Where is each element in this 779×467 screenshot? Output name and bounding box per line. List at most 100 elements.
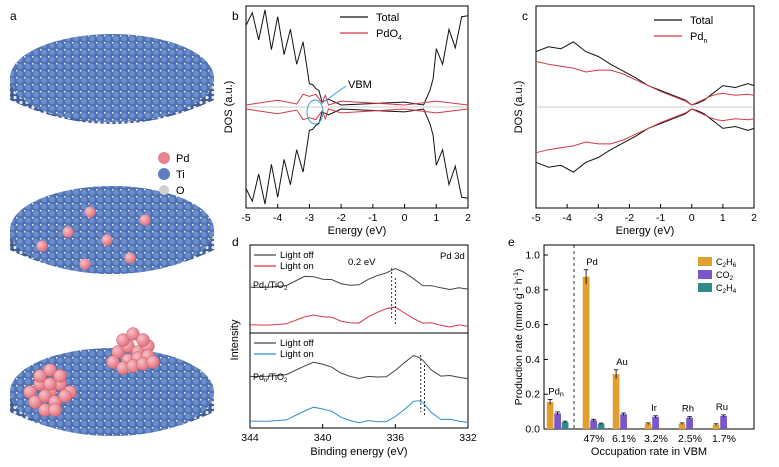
pd-atom [136, 333, 150, 347]
legend-pd-label: Pd [176, 153, 189, 165]
legend-label: CO2 [716, 270, 734, 282]
bar-c2h6 [644, 423, 652, 429]
legend-total-label: Total [690, 15, 713, 27]
pd-atom [126, 327, 140, 341]
plot-e-xlabel: Occupation rate in VBM [591, 446, 707, 458]
panel-e: e 0.00.20.40.60.81.047% 6.1% 3.2% 2.5% 1.7% … [508, 235, 755, 458]
dos-line-pdo4-spin-up [245, 93, 469, 106]
pd-atom [106, 355, 120, 369]
x-tick-label: 2.5% [678, 433, 702, 445]
y-tick-label: 0.8 [525, 284, 540, 296]
pd-atom [48, 403, 62, 417]
legend-swatch [698, 283, 712, 292]
pd-cluster-left [23, 363, 77, 417]
pd-atom [43, 377, 57, 391]
plot-d-frame [249, 244, 469, 429]
bar-c2h4 [561, 422, 569, 429]
x-tick-label: -5 [241, 212, 250, 224]
bar-c2h6 [678, 423, 686, 429]
dos-line-total-spin-down [535, 108, 755, 173]
sample-label-pdn: Pdn/TiO2 [253, 372, 288, 384]
pd-single-atom [36, 240, 48, 252]
y-tick-label: 1.0 [525, 250, 540, 262]
bar-co2 [686, 417, 693, 429]
plot-d-lower-legend: Light off Light on Pdn/TiO2 [253, 338, 314, 384]
plot-b-xlabel: Energy (eV) [328, 225, 387, 237]
panel-label-a: a [10, 9, 17, 23]
x-tick-label: 3.2% [644, 433, 668, 445]
legend-o-dot [159, 185, 169, 195]
x-tick-label: -3 [594, 212, 603, 224]
bar-co2 [652, 416, 659, 429]
category-label: Pd [586, 257, 598, 268]
x-tick-label: -3 [305, 212, 314, 224]
x-tick-label: 344 [241, 432, 259, 444]
xps-line-light-off [249, 355, 469, 380]
plot-b-ylabel: DOS (a.u.) [223, 81, 235, 134]
pd-single-atom [139, 214, 151, 226]
bar-c2h6 [612, 374, 620, 429]
plot-c-series [535, 41, 755, 173]
bar-co2 [554, 413, 561, 429]
x-tick-label: 340 [314, 432, 332, 444]
slab-2-top [10, 186, 214, 274]
pd-atom [116, 333, 130, 347]
plot-c-xlabel: Energy (eV) [616, 225, 675, 237]
category-label: Ru [716, 402, 728, 413]
pd-atom [53, 369, 67, 383]
plot-d-upper-legend: Light off Light on Pd1/TiO2 [253, 250, 314, 292]
plot-d-series [249, 267, 469, 424]
x-tick-label: -4 [273, 212, 282, 224]
legend-total-label: Total [376, 12, 399, 24]
panel-a: a Pd Ti O [10, 9, 214, 436]
panel-label-e: e [508, 235, 515, 249]
legend-swatch [698, 257, 712, 266]
x-tick-label: 1 [720, 212, 726, 224]
x-tick-label: 1.7% [712, 433, 736, 445]
slab-1 [10, 34, 214, 124]
pd-single-atom [124, 252, 136, 264]
plot-c-legend: Total Pdn [654, 15, 713, 45]
bar-co2 [720, 415, 727, 429]
plot-e-series: Pdn Pd Au Ir Rh Ru [546, 257, 728, 429]
y-tick-label: 0.0 [525, 424, 540, 436]
plot-b-axis: -5 -4 -3 -2 -1 0 1 2 [241, 204, 471, 224]
slab-3 [10, 327, 214, 436]
x-tick-label: 6.1% [612, 433, 636, 445]
plot-e-ylabel: Production rate (mmol g-1 h-1) [513, 269, 525, 406]
legend-pdn-label: Pdn [690, 31, 707, 45]
panel-label-c: c [522, 9, 528, 23]
x-tick-label: 332 [459, 432, 477, 444]
pd-single-atom [101, 234, 113, 246]
pd-atom [28, 395, 42, 409]
pd-cluster-right [106, 327, 160, 375]
plot-d-ylabel: Intensity [229, 319, 241, 360]
xps-line-light-off [249, 267, 469, 291]
category-label: Pdn [548, 386, 564, 398]
x-tick-label: 1 [433, 212, 439, 224]
x-tick-label: 336 [387, 432, 405, 444]
x-tick-label: -5 [531, 212, 540, 224]
plot-b-series [245, 9, 469, 205]
pd-atom [43, 363, 57, 377]
slab-2 [10, 186, 214, 274]
pd-atom [58, 389, 72, 403]
legend-pd-dot [158, 152, 170, 164]
panel-d: d 344 340 336 332 Binding energy (eV) Inten… [229, 235, 477, 458]
bar-c2h6 [582, 276, 590, 429]
x-tick-label: 0 [689, 212, 695, 224]
pd-single-atom [62, 226, 74, 238]
plot-d-xlabel: Binding energy (eV) [310, 446, 407, 458]
panel-label-d: d [232, 235, 239, 249]
pd3d-annotation: Pd 3d [440, 251, 465, 262]
x-tick-label: -2 [625, 212, 634, 224]
plot-d-axis: 344 340 336 332 [241, 424, 477, 444]
x-tick-label: 2 [751, 212, 757, 224]
xps-line-light-on [249, 400, 469, 424]
panel-c: c -5 -4 -3 -2 -1 0 1 2 Energy (eV) DOS (a.u.) T… [513, 5, 757, 237]
legend-light-off-label: Light off [280, 250, 314, 261]
category-label: Au [616, 357, 628, 368]
legend-ti-label: Ti [176, 169, 185, 181]
